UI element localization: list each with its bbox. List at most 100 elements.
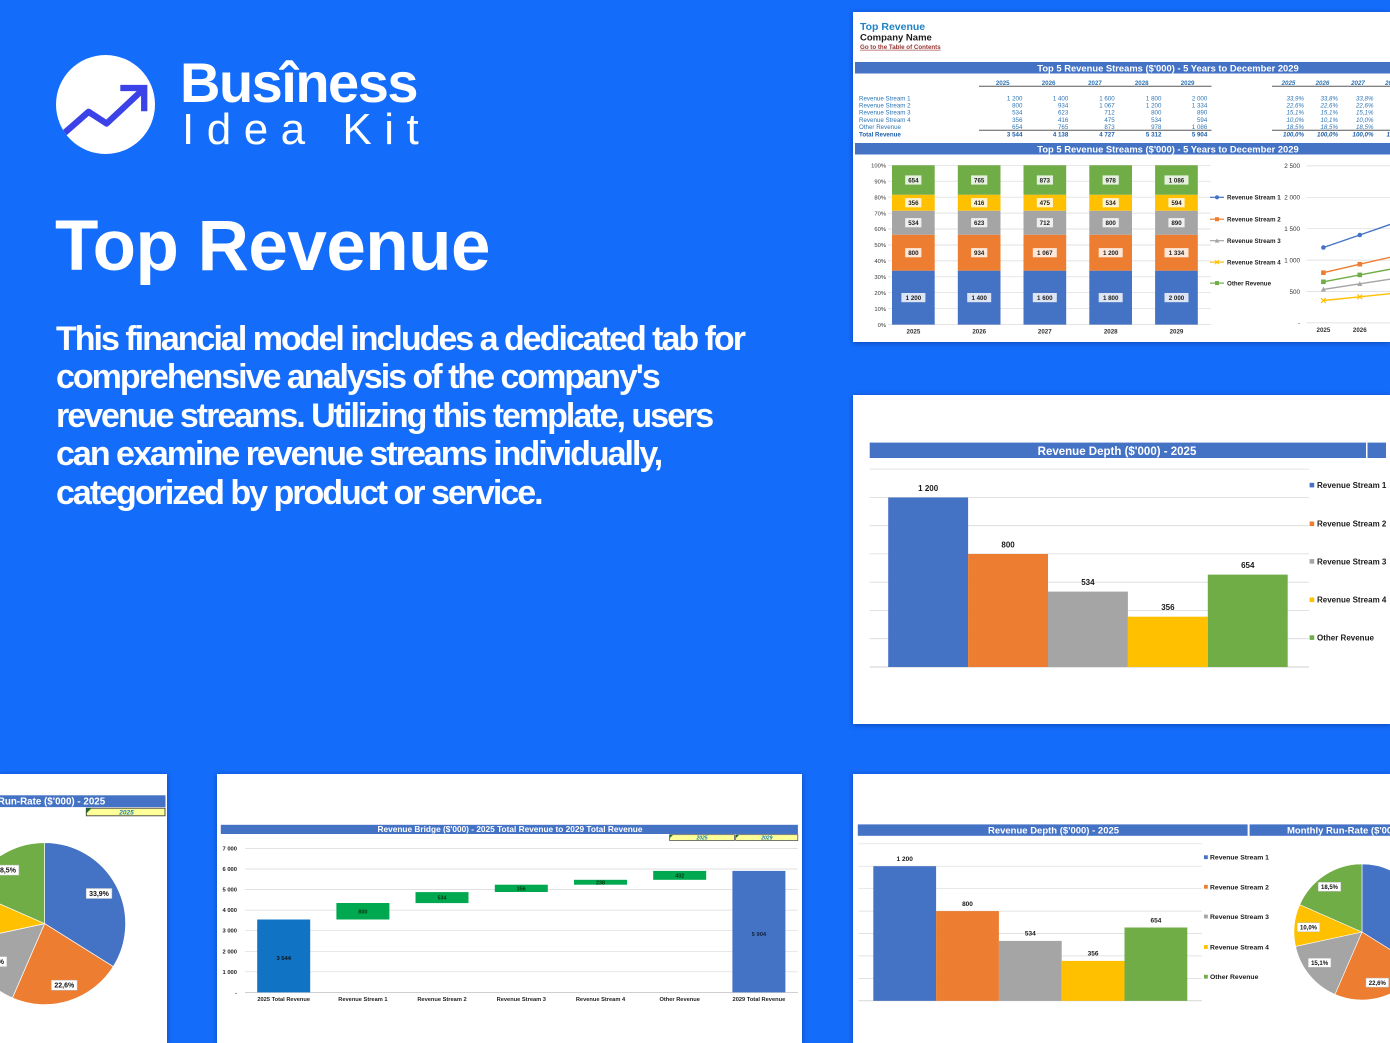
svg-text:416: 416 xyxy=(974,200,985,207)
svg-text:2025: 2025 xyxy=(1317,327,1331,334)
svg-text:10,0%: 10,0% xyxy=(1356,117,1374,124)
svg-text:2 000: 2 000 xyxy=(1284,195,1300,202)
svg-text:4 000: 4 000 xyxy=(222,908,237,914)
svg-text:22,6%: 22,6% xyxy=(1319,102,1338,109)
svg-text:1 400: 1 400 xyxy=(1053,95,1069,102)
svg-text:1 086: 1 086 xyxy=(1169,177,1185,184)
svg-text:Other Revenue: Other Revenue xyxy=(859,124,902,131)
svg-text:22,6%: 22,6% xyxy=(1285,102,1304,109)
svg-text:15,1%: 15,1% xyxy=(1320,110,1338,117)
svg-text:2026: 2026 xyxy=(1042,80,1056,87)
svg-text:6 000: 6 000 xyxy=(222,867,237,873)
svg-text:15,1%: 15,1% xyxy=(1286,110,1304,117)
svg-text:890: 890 xyxy=(1171,220,1182,227)
svg-text:100,0%: 100,0% xyxy=(1387,132,1390,139)
svg-text:Other Revenue: Other Revenue xyxy=(659,997,699,1003)
svg-text:2029: 2029 xyxy=(760,836,772,842)
svg-text:3 000: 3 000 xyxy=(222,929,237,935)
svg-text:2029 Total Revenue: 2029 Total Revenue xyxy=(733,997,786,1003)
svg-text:3 544: 3 544 xyxy=(1007,132,1023,139)
svg-text:1 200: 1 200 xyxy=(906,295,922,302)
svg-text:22,6%: 22,6% xyxy=(54,983,75,990)
svg-text:70%: 70% xyxy=(874,211,886,217)
svg-text:534: 534 xyxy=(1081,578,1095,587)
svg-text:800: 800 xyxy=(1001,541,1015,550)
svg-text:934: 934 xyxy=(974,250,985,257)
svg-text:10,0%: 10,0% xyxy=(1300,925,1318,931)
svg-text:594: 594 xyxy=(1171,200,1182,207)
svg-text:712: 712 xyxy=(1040,220,1051,227)
svg-text:Revenue Stream 1: Revenue Stream 1 xyxy=(859,95,911,102)
svg-text:432: 432 xyxy=(675,873,684,879)
svg-text:1 334: 1 334 xyxy=(1192,102,1208,109)
svg-text:2027: 2027 xyxy=(1350,80,1365,87)
svg-text:22,6%: 22,6% xyxy=(1355,102,1374,109)
svg-text:Revenue Depth ($'000) - 2025: Revenue Depth ($'000) - 2025 xyxy=(988,826,1120,837)
svg-text:2 000: 2 000 xyxy=(222,949,237,955)
svg-text:Other Revenue: Other Revenue xyxy=(1210,974,1259,981)
svg-text:Monthly Run-Rate ($'000) - 202: Monthly Run-Rate ($'000) - 2025 xyxy=(0,796,106,807)
svg-text:712: 712 xyxy=(1104,110,1115,117)
svg-text:Total Revenue: Total Revenue xyxy=(859,132,901,139)
svg-text:800: 800 xyxy=(908,250,919,257)
svg-text:1 200: 1 200 xyxy=(1007,95,1023,102)
svg-text:1 800: 1 800 xyxy=(1146,95,1162,102)
svg-text:18,5%: 18,5% xyxy=(1356,124,1374,131)
svg-text:765: 765 xyxy=(974,177,985,184)
svg-text:10,0%: 10,0% xyxy=(1286,117,1304,124)
svg-text:2025: 2025 xyxy=(118,810,134,817)
svg-text:534: 534 xyxy=(1025,931,1036,938)
svg-text:Monthly Run-Rate ($'000) - 202: Monthly Run-Rate ($'000) - 2025 xyxy=(1287,826,1390,837)
svg-text:2028: 2028 xyxy=(1384,80,1390,87)
svg-text:5 312: 5 312 xyxy=(1146,132,1162,139)
svg-text:1 800: 1 800 xyxy=(1103,295,1119,302)
svg-text:2029: 2029 xyxy=(1170,329,1184,336)
svg-text:623: 623 xyxy=(1058,110,1069,117)
svg-text:1 067: 1 067 xyxy=(1099,102,1115,109)
svg-text:654: 654 xyxy=(1012,124,1023,131)
svg-text:1 086: 1 086 xyxy=(1192,124,1208,131)
svg-text:1 200: 1 200 xyxy=(1103,250,1119,257)
svg-text:2027: 2027 xyxy=(1088,80,1102,87)
svg-text:1 200: 1 200 xyxy=(918,484,939,493)
svg-text:Revenue Stream 1: Revenue Stream 1 xyxy=(1227,195,1281,202)
svg-text:654: 654 xyxy=(1241,561,1255,570)
svg-text:873: 873 xyxy=(1104,124,1115,131)
svg-text:Other Revenue: Other Revenue xyxy=(1317,634,1374,643)
svg-text:2027: 2027 xyxy=(1038,329,1052,336)
svg-text:Revenue Stream 4: Revenue Stream 4 xyxy=(576,997,626,1003)
svg-text:2025: 2025 xyxy=(907,329,921,336)
svg-text:356: 356 xyxy=(1161,603,1175,612)
svg-text:500: 500 xyxy=(1289,289,1300,296)
svg-text:Revenue Bridge ($'000) - 2025: Revenue Bridge ($'000) - 2025 Total Reve… xyxy=(378,824,643,834)
svg-text:Top Revenue: Top Revenue xyxy=(860,21,925,33)
svg-text:-: - xyxy=(1298,320,1300,327)
svg-text:978: 978 xyxy=(1151,124,1162,131)
svg-text:534: 534 xyxy=(438,896,447,902)
svg-text:623: 623 xyxy=(974,220,985,227)
svg-text:Revenue Stream 4: Revenue Stream 4 xyxy=(1317,596,1387,605)
svg-text:Revenue Stream 4: Revenue Stream 4 xyxy=(859,117,911,124)
svg-text:Revenue Stream 3: Revenue Stream 3 xyxy=(497,997,546,1003)
svg-text:33,9%: 33,9% xyxy=(1286,95,1304,102)
svg-text:100,0%: 100,0% xyxy=(1283,132,1304,139)
svg-text:60%: 60% xyxy=(874,227,886,233)
svg-text:5 904: 5 904 xyxy=(1192,132,1208,139)
svg-text:873: 873 xyxy=(1040,177,1051,184)
svg-text:Revenue Stream 3: Revenue Stream 3 xyxy=(1210,914,1269,921)
svg-text:20%: 20% xyxy=(874,291,886,297)
svg-text:Revenue Stream 2: Revenue Stream 2 xyxy=(859,102,911,109)
svg-text:1 067: 1 067 xyxy=(1037,250,1053,257)
svg-text:15,1%: 15,1% xyxy=(1311,961,1329,967)
svg-text:475: 475 xyxy=(1104,117,1115,124)
svg-text:800: 800 xyxy=(1106,220,1117,227)
svg-text:80%: 80% xyxy=(874,195,886,201)
svg-text:2 500: 2 500 xyxy=(1284,163,1300,170)
svg-text:800: 800 xyxy=(1151,110,1162,117)
svg-text:654: 654 xyxy=(908,177,919,184)
svg-text:1 000: 1 000 xyxy=(1284,257,1300,264)
svg-text:Go to the Table of Contents: Go to the Table of Contents xyxy=(860,44,941,51)
svg-text:534: 534 xyxy=(908,220,919,227)
svg-text:1 600: 1 600 xyxy=(1037,295,1053,302)
svg-text:40%: 40% xyxy=(874,259,886,265)
